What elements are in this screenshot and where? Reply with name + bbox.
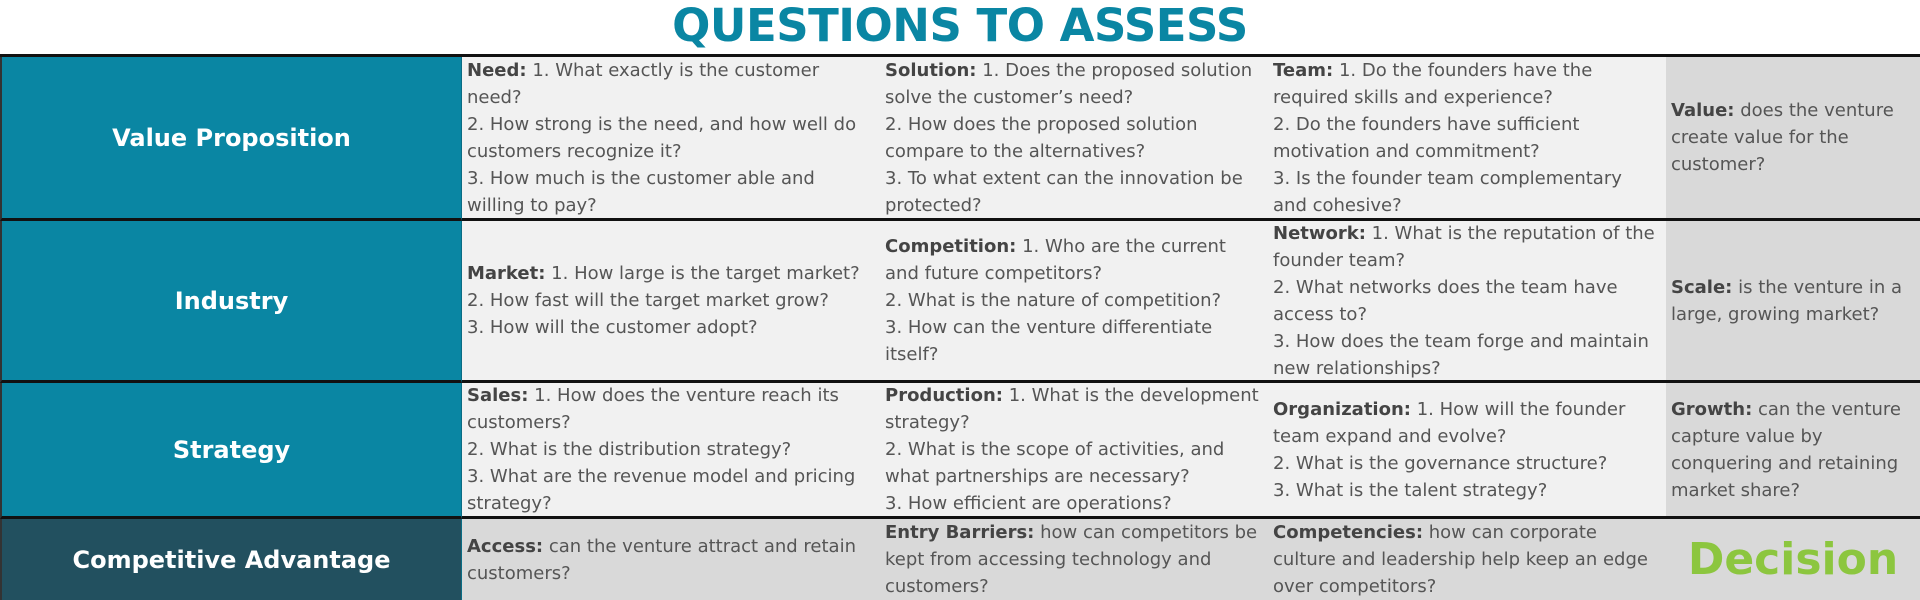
cell-line: 2. What is the scope of activities, and … <box>885 439 1225 487</box>
cell-heading: Competencies: <box>1273 522 1424 543</box>
cell-line: 3. How much is the customer able and wil… <box>467 167 815 216</box>
cell-competition: Competition: 1. Who are the current and … <box>880 221 1268 383</box>
cell-line: 1. How will the founder team expand and … <box>1273 398 1626 447</box>
cell-heading: Team: <box>1273 59 1334 81</box>
cell-team: Team: 1. Do the founders have the requir… <box>1268 57 1666 221</box>
cell-line: how can corporate culture and leadership… <box>1273 522 1648 597</box>
row-label-industry: Industry <box>0 221 462 383</box>
row-label-strategy: Strategy <box>0 383 462 519</box>
row-label-value-proposition: Value Proposition <box>0 57 462 221</box>
cell-line: 3. To what extent can the innovation be … <box>885 167 1243 216</box>
cell-heading: Network: <box>1273 222 1366 244</box>
cell-line: 2. How does the proposed solution compar… <box>885 113 1198 162</box>
summary-text: does the venture create value for the cu… <box>1671 100 1894 175</box>
cell-production: Production: 1. What is the development s… <box>880 383 1268 519</box>
cell-line: 3. How does the team forge and maintain … <box>1273 330 1649 379</box>
cell-heading: Entry Barriers: <box>885 522 1035 543</box>
summary-heading: Scale: <box>1671 276 1733 298</box>
cell-line: 3. How will the customer adopt? <box>467 317 758 338</box>
cell-heading: Sales: <box>467 385 529 406</box>
summary-growth: Growth: can the venture capture value by… <box>1666 383 1920 519</box>
assessment-grid: Value Proposition Need: 1. What exactly … <box>0 54 1920 600</box>
cell-line: 1. What is the reputation of the founder… <box>1273 222 1655 271</box>
cell-line: 1. Does the proposed solution solve the … <box>885 59 1253 108</box>
summary-scale: Scale: is the venture in a large, growin… <box>1666 221 1920 383</box>
cell-line: 2. What networks does the team have acce… <box>1273 276 1618 325</box>
cell-line: 2. What is the governance structure? <box>1273 452 1608 474</box>
cell-line: 1. Who are the current and future compet… <box>885 236 1226 284</box>
cell-line: 1. Do the founders have the required ski… <box>1273 59 1593 108</box>
cell-competencies: Competencies: how can corporate culture … <box>1268 519 1666 600</box>
cell-line: 1. How large is the target market? <box>551 263 860 284</box>
cell-heading: Competition: <box>885 236 1017 257</box>
cell-access: Access: can the venture attract and reta… <box>462 519 880 600</box>
row-label-competitive-advantage: Competitive Advantage <box>0 519 462 600</box>
cell-line: how can competitors be kept from accessi… <box>885 522 1258 597</box>
cell-market: Market: 1. How large is the target marke… <box>462 221 880 383</box>
summary-value: Value: does the venture create value for… <box>1666 57 1920 221</box>
cell-line: 2. What is the distribution strategy? <box>467 439 792 460</box>
cell-heading: Organization: <box>1273 398 1411 420</box>
summary-heading: Growth: <box>1671 398 1753 420</box>
cell-line: 3. What are the revenue model and pricin… <box>467 466 856 514</box>
cell-line: 1. What exactly is the customer need? <box>467 59 820 108</box>
cell-heading: Access: <box>467 535 544 557</box>
cell-line: 2. How strong is the need, and how well … <box>467 113 857 162</box>
cell-organization: Organization: 1. How will the founder te… <box>1268 383 1666 519</box>
cell-heading: Production: <box>885 385 1003 406</box>
cell-heading: Solution: <box>885 59 977 81</box>
cell-line: can the venture attract and retain custo… <box>467 535 856 584</box>
decision-label: Decision <box>1666 519 1920 600</box>
summary-heading: Value: <box>1671 100 1735 121</box>
cell-line: 1. How does the venture reach its custom… <box>467 385 839 433</box>
cell-line: 3. How can the venture differentiate its… <box>885 317 1213 365</box>
summary-text: can the venture capture value by conquer… <box>1671 398 1901 501</box>
cell-line: 3. What is the talent strategy? <box>1273 479 1548 501</box>
cell-solution: Solution: 1. Does the proposed solution … <box>880 57 1268 221</box>
cell-line: 2. What is the nature of competition? <box>885 290 1222 311</box>
cell-line: 3. How efficient are operations? <box>885 493 1172 514</box>
cell-line: 2. How fast will the target market grow? <box>467 290 829 311</box>
cell-line: 1. What is the development strategy? <box>885 385 1259 433</box>
cell-need: Need: 1. What exactly is the customer ne… <box>462 57 880 221</box>
cell-heading: Market: <box>467 263 546 284</box>
cell-entry-barriers: Entry Barriers: how can competitors be k… <box>880 519 1268 600</box>
cell-sales: Sales: 1. How does the venture reach its… <box>462 383 880 519</box>
cell-network: Network: 1. What is the reputation of th… <box>1268 221 1666 383</box>
cell-line: 3. Is the founder team complementary and… <box>1273 167 1622 216</box>
page-title: QUESTIONS TO ASSESS <box>672 0 1248 52</box>
cell-heading: Need: <box>467 59 527 81</box>
cell-line: 2. Do the founders have sufficient motiv… <box>1273 113 1580 162</box>
summary-text: is the venture in a large, growing marke… <box>1671 276 1903 325</box>
